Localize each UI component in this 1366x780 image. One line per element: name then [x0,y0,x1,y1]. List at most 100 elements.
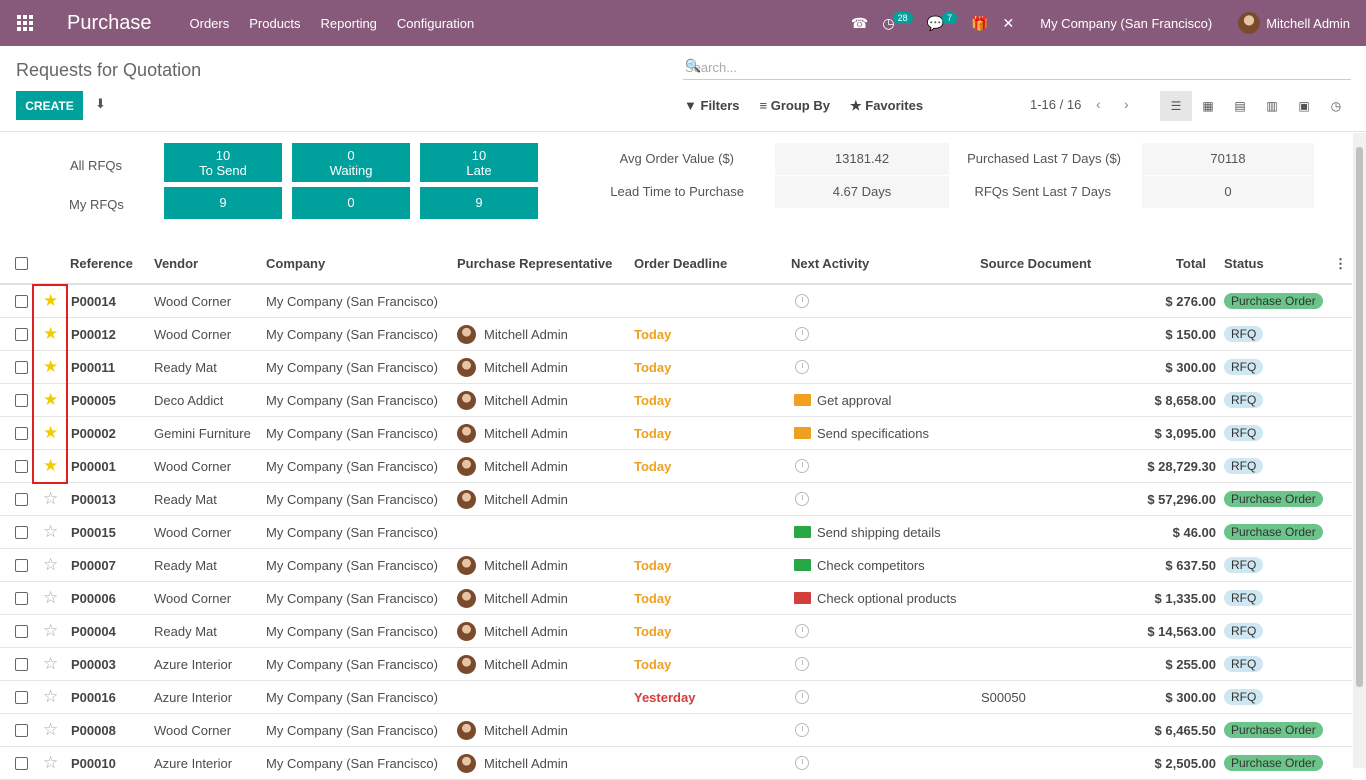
tile-to-send-all[interactable]: 10 To Send [164,143,282,182]
debug-tools-icon[interactable]: ✕ [1002,14,1015,31]
activity-cell[interactable]: Send shipping details [794,516,941,548]
list-view-icon[interactable]: ☰ [1160,91,1192,121]
column-options-icon[interactable]: ⋮ [1334,255,1347,271]
tile-to-send-my[interactable]: 9 [164,187,282,219]
user-menu[interactable]: Mitchell Admin [1238,12,1350,34]
row-checkbox[interactable] [15,558,28,572]
menu-reporting[interactable]: Reporting [320,15,377,31]
menu-configuration[interactable]: Configuration [396,15,475,31]
scrollbar-thumb[interactable] [1356,147,1363,687]
clock-icon[interactable] [795,723,809,737]
table-row[interactable]: ☆ P00004 Ready Mat My Company (San Francisc… [0,615,1352,648]
star-empty-icon[interactable]: ☆ [43,489,59,508]
row-checkbox[interactable] [15,327,28,341]
table-row[interactable]: ☆ P00007 Ready Mat My Company (San Francisc… [0,549,1352,582]
tile-waiting-all[interactable]: 0 Waiting [292,143,410,182]
star-empty-icon[interactable]: ☆ [43,522,59,541]
row-checkbox[interactable] [15,525,28,539]
pager-previous-icon[interactable]: ‹ [1096,96,1101,112]
row-checkbox[interactable] [15,459,28,473]
star-empty-icon[interactable]: ☆ [43,555,59,574]
star-empty-icon[interactable]: ☆ [43,720,59,739]
row-checkbox[interactable] [15,723,28,737]
pager-next-icon[interactable]: › [1124,96,1129,112]
row-checkbox[interactable] [15,294,28,308]
tile-late-my[interactable]: 9 [420,187,538,219]
activity-cell[interactable]: Check optional products [794,582,956,614]
table-row[interactable]: ★ P00014 Wood Corner My Company (San Franci… [0,285,1352,318]
phone-icon[interactable]: ☎ [850,14,869,31]
groupby-button[interactable]: ≡ Group By [760,98,830,114]
graph-view-icon[interactable]: ▥ [1266,99,1278,113]
clock-icon[interactable] [795,360,809,374]
star-empty-icon[interactable]: ☆ [43,654,59,673]
row-checkbox[interactable] [15,624,28,638]
table-row[interactable]: ☆ P00010 Azure Interior My Company (San Fra… [0,747,1352,780]
clock-icon[interactable] [795,690,809,704]
column-source-document[interactable]: Source Document [980,256,1092,271]
scrollbar[interactable] [1353,133,1366,768]
menu-products[interactable]: Products [249,15,301,31]
row-checkbox[interactable] [15,393,28,407]
table-row[interactable]: ☆ P00016 Azure Interior My Company (San Fra… [0,681,1352,714]
table-row[interactable]: ★ P00001 Wood Corner My Company (San Franci… [0,450,1352,483]
column-vendor[interactable]: Vendor [154,256,199,271]
apps-menu-icon[interactable] [0,0,50,46]
star-empty-icon[interactable]: ☆ [43,687,59,706]
table-row[interactable]: ☆ P00008 Wood Corner My Company (San Franci… [0,714,1352,747]
row-checkbox[interactable] [15,360,28,374]
activity-cell[interactable]: Check competitors [794,549,925,581]
column-status[interactable]: Status [1224,256,1264,271]
row-checkbox[interactable] [15,426,28,440]
menu-orders[interactable]: Orders [189,15,230,31]
pager-value[interactable]: 1-16 / 16 [1030,97,1082,112]
activity-icon[interactable]: ◷ 28 [882,12,913,32]
star-filled-icon[interactable]: ★ [43,357,59,376]
star-empty-icon[interactable]: ☆ [43,753,59,772]
column-total[interactable]: Total [1175,256,1206,271]
star-filled-icon[interactable]: ★ [43,423,59,442]
star-empty-icon[interactable]: ☆ [43,588,59,607]
column-reference[interactable]: Reference [70,256,133,271]
clock-icon[interactable] [795,657,809,671]
tile-late-all[interactable]: 10 Late [420,143,538,182]
star-filled-icon[interactable]: ★ [43,291,59,310]
column-next-activity[interactable]: Next Activity [791,256,870,271]
table-row[interactable]: ★ P00005 Deco Addict My Company (San Franci… [0,384,1352,417]
table-row[interactable]: ☆ P00006 Wood Corner My Company (San Franci… [0,582,1352,615]
star-empty-icon[interactable]: ☆ [43,621,59,640]
column-order-deadline[interactable]: Order Deadline [634,256,728,271]
favorites-button[interactable]: ★ Favorites [850,98,923,114]
table-row[interactable]: ☆ P00003 Azure Interior My Company (San Fra… [0,648,1352,681]
column-company[interactable]: Company [266,256,326,271]
pivot-view-icon[interactable]: ▤ [1234,99,1246,113]
star-filled-icon[interactable]: ★ [43,324,59,343]
tile-waiting-my[interactable]: 0 [292,187,410,219]
activity-cell[interactable]: Send specifications [794,417,929,449]
clock-icon[interactable] [795,492,809,506]
search-icon[interactable]: 🔍 [685,58,702,73]
column-purchase-representative[interactable]: Purchase Representative [457,256,613,271]
filters-button[interactable]: ▼ Filters [684,98,740,114]
company-switcher[interactable]: My Company (San Francisco) [1040,15,1213,31]
clock-icon[interactable] [795,327,809,341]
table-row[interactable]: ★ P00002 Gemini Furniture My Company (San F… [0,417,1352,450]
star-filled-icon[interactable]: ★ [43,456,59,475]
clock-icon[interactable] [795,624,809,638]
table-row[interactable]: ★ P00011 Ready Mat My Company (San Francisc… [0,351,1352,384]
activity-view-icon[interactable]: ◷ [1330,99,1342,113]
table-row[interactable]: ☆ P00015 Wood Corner My Company (San Franci… [0,516,1352,549]
row-checkbox[interactable] [15,492,28,506]
activity-cell[interactable]: Get approval [794,384,891,416]
gift-icon[interactable]: 🎁 [971,14,989,31]
table-row[interactable]: ★ P00012 Wood Corner My Company (San Franci… [0,318,1352,351]
row-checkbox[interactable] [15,690,28,704]
download-icon[interactable]: ⬇ [95,96,106,111]
row-checkbox[interactable] [15,591,28,605]
star-filled-icon[interactable]: ★ [43,390,59,409]
search-input[interactable]: Search... 🔍 [683,58,1351,80]
table-row[interactable]: ☆ P00013 Ready Mat My Company (San Francisc… [0,483,1352,516]
kanban-view-icon[interactable]: ▦ [1202,99,1214,113]
clock-icon[interactable] [795,459,809,473]
clock-icon[interactable] [795,294,809,308]
